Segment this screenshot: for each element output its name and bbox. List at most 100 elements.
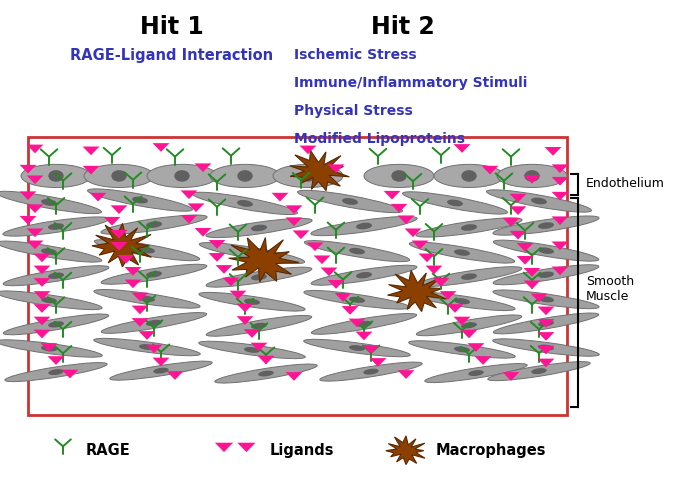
Polygon shape bbox=[314, 255, 330, 264]
Ellipse shape bbox=[538, 247, 554, 254]
Bar bbox=[28, 137, 567, 415]
Ellipse shape bbox=[199, 341, 305, 359]
Polygon shape bbox=[286, 217, 302, 226]
Ellipse shape bbox=[251, 225, 267, 231]
Text: Hit 1: Hit 1 bbox=[139, 14, 204, 39]
Polygon shape bbox=[349, 319, 365, 327]
Polygon shape bbox=[531, 294, 547, 302]
Polygon shape bbox=[62, 370, 78, 378]
Text: RAGE-Ligand Interaction: RAGE-Ligand Interaction bbox=[70, 48, 273, 63]
Ellipse shape bbox=[304, 241, 410, 262]
Ellipse shape bbox=[146, 271, 162, 278]
Ellipse shape bbox=[447, 200, 463, 206]
Ellipse shape bbox=[425, 363, 527, 383]
Ellipse shape bbox=[0, 191, 102, 214]
Ellipse shape bbox=[94, 240, 199, 261]
Ellipse shape bbox=[461, 170, 477, 182]
Ellipse shape bbox=[0, 340, 102, 357]
Polygon shape bbox=[34, 317, 50, 325]
Ellipse shape bbox=[4, 314, 108, 335]
Ellipse shape bbox=[139, 344, 155, 350]
Ellipse shape bbox=[215, 364, 317, 383]
Polygon shape bbox=[398, 370, 414, 379]
Ellipse shape bbox=[349, 248, 365, 254]
Ellipse shape bbox=[174, 170, 190, 182]
Ellipse shape bbox=[298, 190, 402, 213]
Polygon shape bbox=[482, 166, 498, 174]
Polygon shape bbox=[34, 330, 50, 338]
Ellipse shape bbox=[139, 296, 155, 302]
Ellipse shape bbox=[461, 273, 477, 280]
Polygon shape bbox=[286, 205, 302, 214]
Polygon shape bbox=[90, 193, 106, 201]
Text: Endothelium: Endothelium bbox=[586, 177, 665, 189]
Polygon shape bbox=[20, 216, 36, 225]
Polygon shape bbox=[503, 372, 519, 381]
Polygon shape bbox=[426, 266, 442, 274]
Ellipse shape bbox=[48, 272, 64, 279]
Ellipse shape bbox=[434, 164, 504, 187]
Ellipse shape bbox=[41, 248, 57, 255]
Ellipse shape bbox=[410, 242, 514, 263]
Polygon shape bbox=[328, 280, 344, 289]
Polygon shape bbox=[111, 242, 127, 251]
Polygon shape bbox=[300, 146, 316, 154]
Text: Ischemic Stress: Ischemic Stress bbox=[294, 48, 416, 63]
Ellipse shape bbox=[416, 315, 522, 336]
Polygon shape bbox=[215, 442, 233, 452]
Ellipse shape bbox=[311, 265, 417, 285]
Polygon shape bbox=[125, 267, 141, 276]
Ellipse shape bbox=[304, 339, 410, 357]
Ellipse shape bbox=[524, 170, 540, 182]
Polygon shape bbox=[27, 145, 43, 153]
Polygon shape bbox=[538, 307, 554, 315]
Polygon shape bbox=[272, 193, 288, 201]
Ellipse shape bbox=[48, 223, 64, 230]
Polygon shape bbox=[454, 317, 470, 325]
Ellipse shape bbox=[84, 164, 154, 187]
Polygon shape bbox=[34, 278, 50, 287]
Ellipse shape bbox=[493, 290, 599, 308]
Ellipse shape bbox=[391, 170, 407, 182]
Ellipse shape bbox=[356, 321, 372, 327]
Polygon shape bbox=[188, 203, 204, 212]
Polygon shape bbox=[503, 218, 519, 227]
Polygon shape bbox=[153, 358, 169, 366]
Polygon shape bbox=[132, 306, 148, 314]
Polygon shape bbox=[356, 332, 372, 340]
Ellipse shape bbox=[206, 267, 312, 287]
Polygon shape bbox=[328, 164, 344, 173]
Polygon shape bbox=[195, 228, 211, 237]
Ellipse shape bbox=[21, 164, 91, 187]
Ellipse shape bbox=[153, 368, 169, 374]
Polygon shape bbox=[167, 371, 183, 380]
Polygon shape bbox=[538, 346, 554, 354]
Ellipse shape bbox=[454, 298, 470, 304]
Ellipse shape bbox=[101, 215, 207, 234]
Polygon shape bbox=[552, 267, 568, 275]
Ellipse shape bbox=[0, 291, 102, 309]
Polygon shape bbox=[370, 358, 386, 367]
Ellipse shape bbox=[311, 216, 417, 236]
Ellipse shape bbox=[41, 199, 57, 206]
Polygon shape bbox=[524, 281, 540, 289]
Ellipse shape bbox=[199, 293, 305, 311]
Polygon shape bbox=[195, 163, 211, 172]
Polygon shape bbox=[229, 238, 299, 282]
Ellipse shape bbox=[199, 242, 304, 264]
Ellipse shape bbox=[193, 192, 298, 214]
Polygon shape bbox=[132, 293, 148, 301]
Ellipse shape bbox=[94, 290, 200, 308]
Polygon shape bbox=[293, 230, 309, 239]
Ellipse shape bbox=[146, 221, 162, 228]
Polygon shape bbox=[447, 304, 463, 313]
Polygon shape bbox=[475, 356, 491, 365]
Ellipse shape bbox=[48, 170, 64, 182]
Ellipse shape bbox=[237, 200, 253, 207]
Polygon shape bbox=[111, 205, 127, 214]
Polygon shape bbox=[181, 190, 197, 199]
Polygon shape bbox=[181, 215, 197, 224]
Polygon shape bbox=[20, 165, 36, 174]
Polygon shape bbox=[83, 147, 99, 155]
Ellipse shape bbox=[312, 313, 416, 335]
